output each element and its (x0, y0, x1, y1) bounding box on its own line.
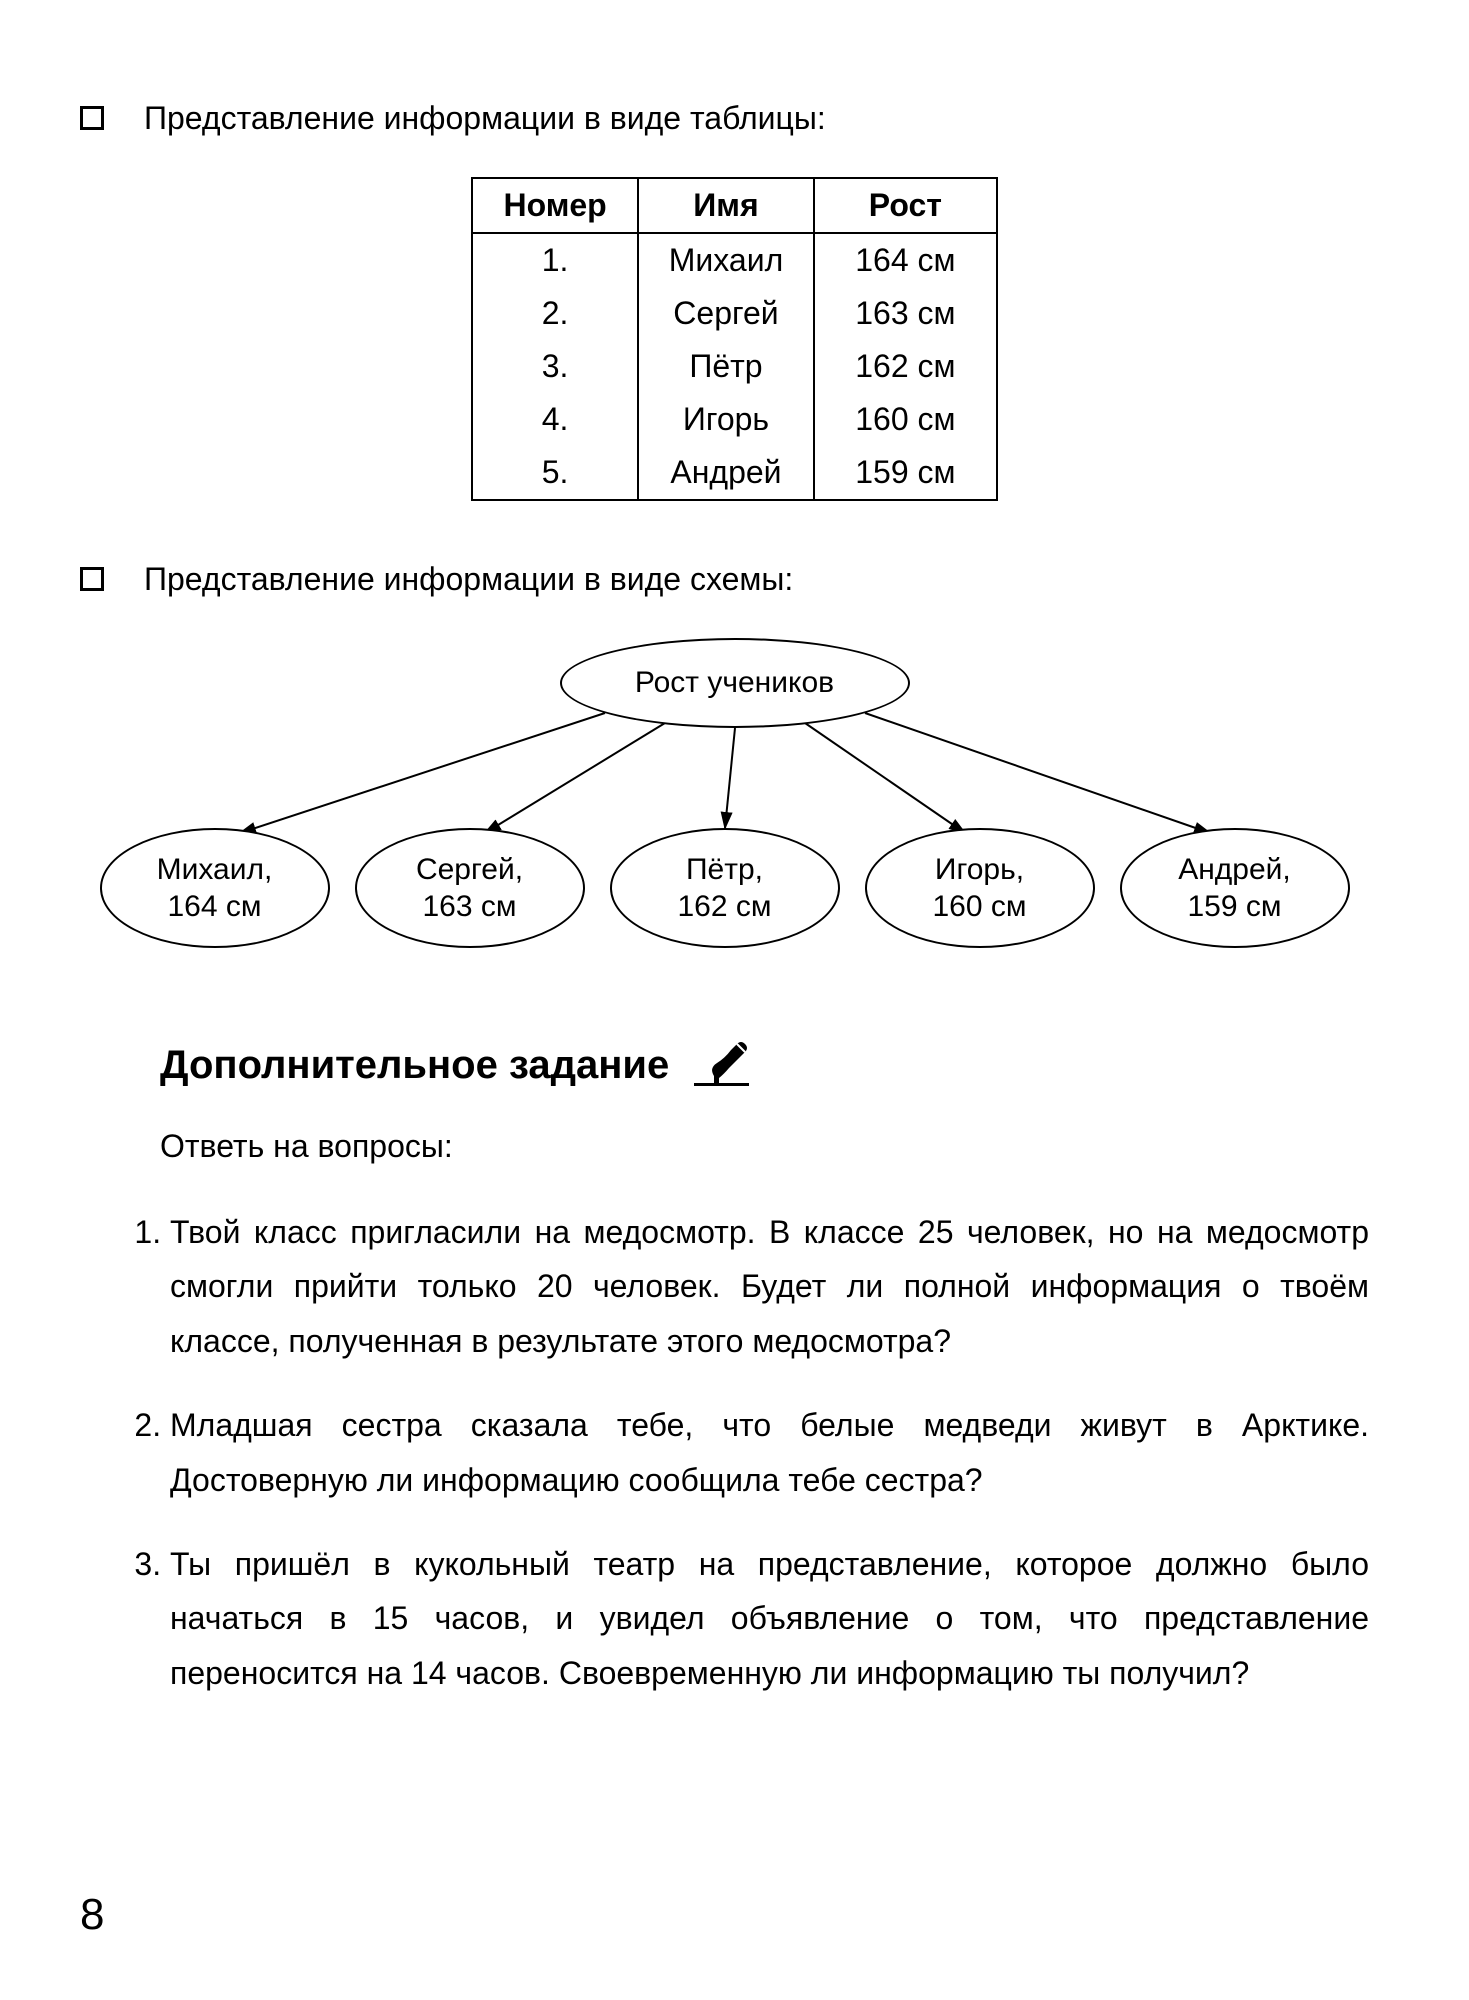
section-table-heading: Представление информации в виде таблицы: (80, 100, 1389, 137)
cell-number: 2. (472, 287, 637, 340)
diagram-child-node: Сергей, 163 см (355, 828, 585, 948)
extra-task-text: Дополнительное задание (160, 1043, 669, 1088)
cell-name: Сергей (638, 287, 815, 340)
cell-number: 4. (472, 393, 637, 446)
cell-number: 1. (472, 233, 637, 287)
table-row: 1. Михаил 164 см (472, 233, 996, 287)
col-height: Рост (814, 178, 996, 233)
question-item: Младшая сестра сказала тебе, что белые м… (170, 1398, 1389, 1507)
question-item: Ты пришёл в кукольный театр на представл… (170, 1537, 1389, 1700)
diagram-child-node: Игорь, 160 см (865, 828, 1095, 948)
question-item: Твой класс пригласили на медосмотр. В кл… (170, 1205, 1389, 1368)
diagram-child-node: Пётр, 162 см (610, 828, 840, 948)
cell-height: 162 см (814, 340, 996, 393)
section-table-text: Представление информации в виде таблицы: (144, 100, 826, 137)
diagram-child-name: Игорь, (935, 851, 1024, 889)
height-diagram: Рост учеников Михаил, 164 см Сергей, 163… (85, 638, 1385, 978)
cell-height: 163 см (814, 287, 996, 340)
table-row: 2. Сергей 163 см (472, 287, 996, 340)
cell-name: Игорь (638, 393, 815, 446)
cell-name: Пётр (638, 340, 815, 393)
writing-hand-icon (689, 1038, 759, 1088)
diagram-child-height: 163 см (422, 888, 516, 926)
questions-subtitle: Ответь на вопросы: (160, 1128, 1389, 1165)
height-table-wrap: Номер Имя Рост 1. Михаил 164 см 2. Серге… (80, 177, 1389, 501)
section-scheme-text: Представление информации в виде схемы: (144, 561, 793, 598)
diagram-root-node: Рост учеников (560, 638, 910, 728)
cell-number: 3. (472, 340, 637, 393)
diagram-child-height: 160 см (932, 888, 1026, 926)
diagram-child-height: 162 см (677, 888, 771, 926)
col-name: Имя (638, 178, 815, 233)
diagram-child-name: Сергей, (416, 851, 523, 889)
cell-name: Андрей (638, 446, 815, 500)
diagram-child-name: Михаил, (157, 851, 273, 889)
questions-list: Твой класс пригласили на медосмотр. В кл… (130, 1205, 1389, 1700)
cell-number: 5. (472, 446, 637, 500)
table-row: 5. Андрей 159 см (472, 446, 996, 500)
diagram-child-name: Андрей, (1178, 851, 1291, 889)
table-row: 4. Игорь 160 см (472, 393, 996, 446)
cell-height: 160 см (814, 393, 996, 446)
diagram-child-node: Андрей, 159 см (1120, 828, 1350, 948)
cell-height: 164 см (814, 233, 996, 287)
diagram-child-height: 159 см (1187, 888, 1281, 926)
extra-task-title: Дополнительное задание (160, 1038, 1389, 1088)
diagram-child-name: Пётр, (686, 851, 763, 889)
cell-name: Михаил (638, 233, 815, 287)
bullet-icon (80, 106, 104, 130)
diagram-root-label: Рост учеников (635, 664, 834, 702)
diagram-child-node: Михаил, 164 см (100, 828, 330, 948)
col-number: Номер (472, 178, 637, 233)
cell-height: 159 см (814, 446, 996, 500)
diagram-child-height: 164 см (167, 888, 261, 926)
height-table: Номер Имя Рост 1. Михаил 164 см 2. Серге… (471, 177, 997, 501)
table-row: 3. Пётр 162 см (472, 340, 996, 393)
table-header-row: Номер Имя Рост (472, 178, 996, 233)
bullet-icon (80, 567, 104, 591)
section-scheme-heading: Представление информации в виде схемы: (80, 561, 1389, 598)
page-number: 8 (80, 1890, 104, 1940)
